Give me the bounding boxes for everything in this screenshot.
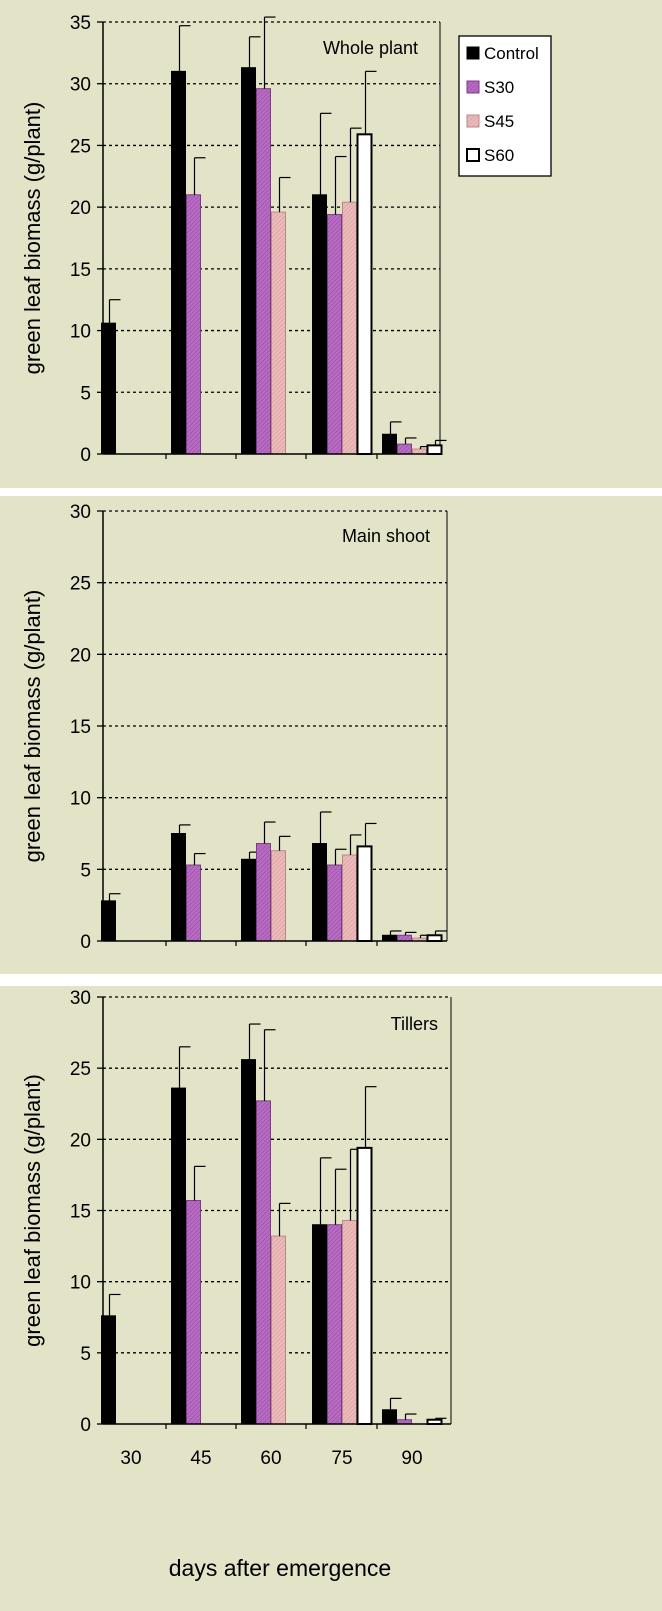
bar-control-60 xyxy=(241,67,256,455)
y-tick-label: 20 xyxy=(70,1130,91,1151)
chart-main-shoot: 0 5 10 15 20 25 30 green leaf biomass (g/plant)… xyxy=(20,502,448,953)
bar-s45-60 xyxy=(271,1235,286,1425)
panel-title: Main shoot xyxy=(342,526,430,546)
bar-control-90 xyxy=(382,1409,397,1425)
y-tick-label: 35 xyxy=(70,13,91,34)
bar-control-45 xyxy=(171,1087,186,1425)
bar-s45-60 xyxy=(271,850,286,942)
panel-title: Whole plant xyxy=(323,38,418,58)
y-tick-label: 15 xyxy=(70,260,91,281)
legend-label-s60: S60 xyxy=(484,146,514,165)
bar-control-60 xyxy=(241,1059,256,1425)
y-tick-label: 15 xyxy=(70,1202,91,1223)
bar-s30-60 xyxy=(256,843,271,942)
bar-control-75 xyxy=(312,843,327,942)
bar-control-60 xyxy=(241,858,256,942)
panel-title: Tillers xyxy=(391,1014,438,1034)
legend-label-control: Control xyxy=(484,44,539,63)
y-tick-label: 15 xyxy=(70,717,91,738)
y-tick-label: 5 xyxy=(80,1344,91,1365)
x-tick-label-60: 60 xyxy=(260,1448,281,1469)
bar-s60-90 xyxy=(426,934,443,942)
bar-s30-45 xyxy=(186,194,201,455)
bar-s30-75 xyxy=(327,864,342,942)
x-tick-label-90: 90 xyxy=(401,1448,422,1469)
legend-swatch-control xyxy=(466,46,480,60)
bar-control-75 xyxy=(312,194,327,455)
y-tick-label: 30 xyxy=(70,988,91,1009)
y-tick-label: 0 xyxy=(80,932,91,953)
chart-tillers: 0 5 10 15 20 25 30 30 45 60 75 90 green leaf biomass… xyxy=(20,988,452,1469)
legend-swatch-s60 xyxy=(466,148,480,162)
y-tick-label: 25 xyxy=(70,1059,91,1080)
bar-s60-75 xyxy=(356,1146,373,1426)
bar-control-90 xyxy=(382,433,397,455)
bar-s30-90 xyxy=(397,934,412,942)
y-tick-label: 20 xyxy=(70,645,91,666)
bar-s30-45 xyxy=(186,864,201,942)
chart-whole-plant: 0 5 10 15 20 25 30 35 green leaf biomass (g/plan… xyxy=(20,13,552,466)
y-tick-label: 0 xyxy=(80,1415,91,1436)
y-axis-title: green leaf biomass (g/plant) xyxy=(20,102,45,375)
bar-s45-75 xyxy=(342,201,357,455)
y-tick-label: 5 xyxy=(80,860,91,881)
x-axis-title: days after emergence xyxy=(168,1555,392,1581)
bar-control-45 xyxy=(171,833,186,942)
y-tick-label: 10 xyxy=(70,789,91,810)
bar-s30-90 xyxy=(397,443,412,455)
bar-s60-90 xyxy=(426,444,443,455)
legend: Control S30 S45 S60 xyxy=(458,35,552,177)
x-tick-label-45: 45 xyxy=(190,1448,211,1469)
bar-s45-75 xyxy=(342,1219,357,1425)
bar-control-75 xyxy=(312,1224,327,1425)
legend-swatch-s30 xyxy=(466,80,480,94)
bar-s45-75 xyxy=(342,854,357,942)
y-tick-label: 20 xyxy=(70,198,91,219)
bar-s60-75 xyxy=(356,133,373,455)
y-tick-label: 0 xyxy=(80,445,91,466)
panel-main-shoot: 0 5 10 15 20 25 30 green leaf biomass (g/plant)… xyxy=(0,496,662,974)
panel-tillers: 0 5 10 15 20 25 30 30 45 60 75 90 green leaf biomass… xyxy=(0,986,662,1611)
bar-control-45 xyxy=(171,70,186,455)
legend-label-s30: S30 xyxy=(484,78,514,97)
y-axis-title: green leaf biomass (g/plant) xyxy=(20,1074,45,1347)
y-tick-label: 5 xyxy=(80,383,91,404)
y-axis-title: green leaf biomass (g/plant) xyxy=(20,590,45,863)
y-tick-label: 30 xyxy=(70,502,91,523)
x-tick-label-30: 30 xyxy=(120,1448,141,1469)
y-tick-label: 10 xyxy=(70,1273,91,1294)
bar-s30-75 xyxy=(327,1224,342,1425)
bar-s60-75 xyxy=(356,845,373,942)
bar-s30-60 xyxy=(256,88,271,455)
legend-swatch-s45 xyxy=(466,114,480,128)
bar-s45-60 xyxy=(271,211,286,455)
panel-whole-plant: 0 5 10 15 20 25 30 35 green leaf biomass (g/plan… xyxy=(0,0,662,488)
y-tick-label: 25 xyxy=(70,136,91,157)
bar-s30-60 xyxy=(256,1100,271,1425)
bar-control-90 xyxy=(382,934,397,942)
y-tick-label: 25 xyxy=(70,574,91,595)
bar-s30-75 xyxy=(327,214,342,455)
bar-s30-45 xyxy=(186,1200,201,1425)
y-tick-label: 30 xyxy=(70,75,91,96)
legend-label-s45: S45 xyxy=(484,112,514,131)
x-tick-label-75: 75 xyxy=(331,1448,352,1469)
y-tick-label: 10 xyxy=(70,322,91,343)
